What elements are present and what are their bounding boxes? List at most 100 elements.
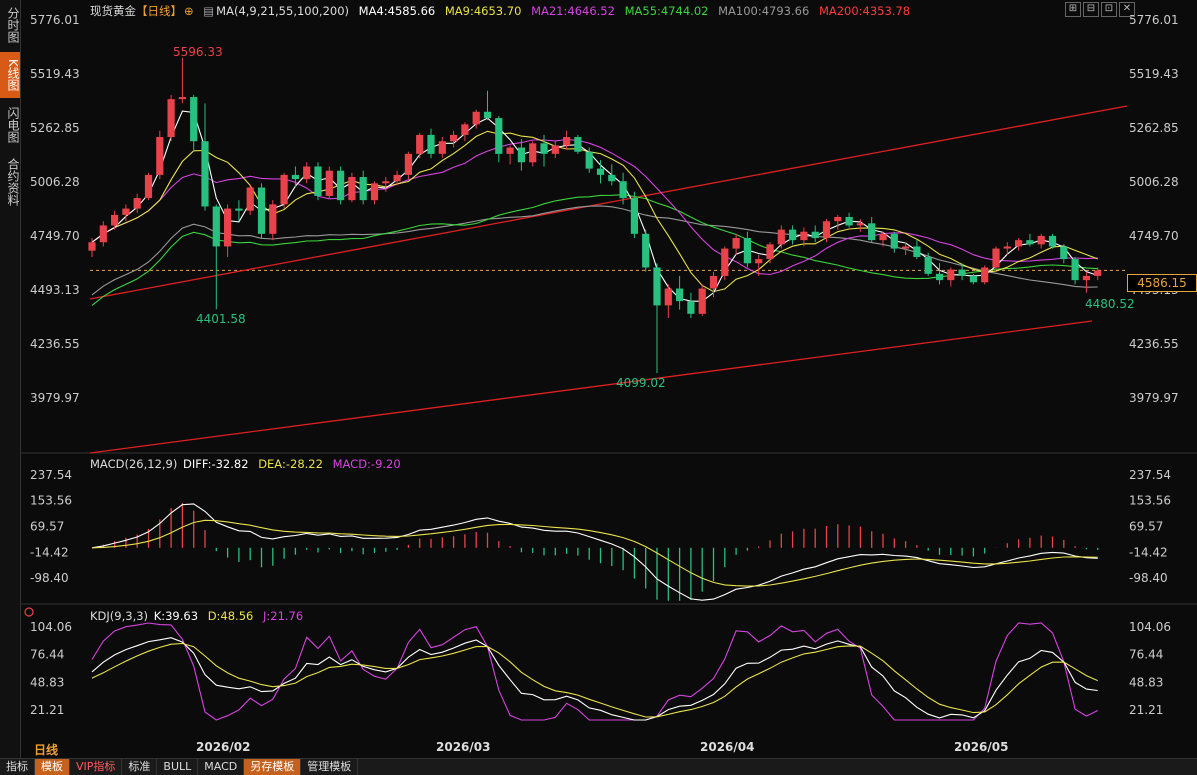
save-template-button[interactable]: 另存模板 (244, 759, 302, 775)
candle-body (721, 248, 729, 276)
candle-body (280, 174, 288, 205)
macd-title: MACD(26,12,9) (90, 457, 178, 471)
candle-body (845, 216, 853, 226)
chart-canvas[interactable]: 5776.01 5776.01 5519.43 5519.43 5262.85 5262.… (20, 0, 1197, 758)
period-label[interactable]: 日线 (34, 743, 59, 757)
candle-body (133, 198, 141, 209)
candle-body (269, 204, 277, 234)
candle-body (879, 233, 887, 241)
kdj-j: J:21.76 (263, 609, 304, 623)
sidebar: 分时图 K线图 闪电图 合约资料 (0, 0, 21, 758)
candle-body (257, 187, 266, 234)
price-axis-left-label: 4749.70 (30, 229, 80, 243)
candle-body (743, 238, 751, 264)
tab-contract-info[interactable]: 合约资料 (6, 158, 20, 206)
candle-body (676, 288, 684, 302)
candle-body (664, 288, 672, 306)
candle-body (416, 134, 424, 154)
candle-body (1003, 246, 1011, 249)
kdj-d-line (91, 642, 1098, 718)
candle-body (201, 141, 209, 207)
candle-body (834, 216, 842, 222)
macd-axis-right-label: 237.54 (1129, 468, 1171, 482)
ma200-value: MA200:4353.78 (818, 4, 911, 18)
ma55-value: MA55:4744.02 (624, 4, 709, 18)
zoom-out-icon[interactable]: ⊟ (1083, 2, 1099, 17)
macd-axis-left-label: -98.40 (30, 571, 69, 585)
candle-body (811, 231, 819, 239)
templates-button[interactable]: 模板 (35, 759, 70, 775)
low-annotation-3: 4480.52 (1085, 297, 1135, 311)
ma21-line (91, 138, 1098, 276)
kdj-axis-right-label: 48.83 (1129, 675, 1163, 689)
candle-body (1060, 246, 1068, 260)
macd-axis-left-label: -14.42 (30, 545, 69, 559)
ma100-line (91, 205, 1098, 296)
candle-body (1037, 235, 1045, 245)
price-axis-left-label: 5519.43 (30, 67, 80, 81)
kdj-j-line (91, 622, 1098, 721)
macd-dea-line (91, 519, 1098, 587)
legend-toggle-icon[interactable]: ▤ (203, 4, 215, 18)
candle-body (88, 242, 96, 251)
candle-body (698, 288, 706, 314)
candle-body (766, 244, 774, 260)
macd-diff-line (91, 503, 1098, 601)
candle-body (359, 177, 367, 201)
candle-body (495, 118, 503, 154)
ma9-line (91, 130, 1098, 293)
instrument-name: 现货黄金 (90, 4, 136, 18)
tab-flash-chart[interactable]: 闪电图 (6, 107, 20, 143)
close-icon[interactable]: ✕ (1119, 2, 1135, 17)
tab-timeshare[interactable]: 分时图 (6, 7, 20, 43)
kdj-axis-left-label: 48.83 (30, 675, 64, 689)
ma55-line (91, 194, 1098, 306)
candle-body (167, 99, 175, 138)
candle-body (144, 174, 153, 199)
macd-value: MACD:-9.20 (332, 457, 401, 471)
candle-body (755, 259, 763, 264)
macd-axis-right-label: -14.42 (1129, 545, 1168, 559)
candle-body (393, 174, 401, 182)
candle-body (608, 174, 616, 182)
kdj-axis-right-label: 21.21 (1129, 703, 1163, 717)
candle-body (427, 134, 435, 154)
manage-templates-button[interactable]: 管理模板 (301, 759, 359, 775)
crosshair-icon[interactable]: ⊞ (1065, 2, 1081, 17)
candle-body (517, 147, 525, 163)
macd-axis-left-label: 237.54 (30, 468, 72, 482)
candle-body (235, 208, 243, 211)
maximize-icon[interactable]: ⊡ (1101, 2, 1117, 17)
settings-icon[interactable]: ⊕ (184, 4, 194, 18)
candle-body (1094, 270, 1102, 276)
macd-axis-right-label: 153.56 (1129, 494, 1171, 508)
indicators-button[interactable]: 指标 (0, 759, 35, 775)
ma-params: MA(4,9,21,55,100,200) (216, 4, 350, 18)
standard-button[interactable]: 标准 (122, 759, 158, 775)
candle-body (619, 181, 627, 199)
vip-indicators-button[interactable]: VIP指标 (70, 759, 123, 775)
price-axis-right-label: 5006.28 (1129, 175, 1179, 189)
kdj-axis-left-label: 104.06 (30, 620, 72, 634)
candle-body (404, 153, 412, 175)
macd-legend: MACD(26,12,9) DIFF:-32.82 DEA:-28.22 MAC… (90, 457, 407, 471)
candle-body (224, 208, 232, 247)
candle-body (99, 225, 107, 243)
macd-button[interactable]: MACD (198, 759, 245, 775)
price-axis-right-label: 3979.97 (1129, 391, 1179, 405)
candle-body (856, 223, 864, 226)
candle-body (969, 275, 977, 283)
kdj-legend: KDJ(9,3,3) K:39.63 D:48.56 J:21.76 (90, 609, 309, 623)
high-annotation: 5596.33 (173, 45, 223, 59)
kdj-d: D:48.56 (207, 609, 254, 623)
tab-kline[interactable]: K线图 (0, 52, 20, 98)
price-axis-left-label: 5006.28 (30, 175, 80, 189)
ma9-value: MA9:4653.70 (444, 4, 522, 18)
price-axis-left-label: 4493.13 (30, 283, 80, 297)
candle-body (156, 137, 164, 175)
candle-body (325, 170, 333, 196)
kdj-axis-right-label: 104.06 (1129, 620, 1171, 634)
candle-body (450, 134, 458, 142)
bull-button[interactable]: BULL (157, 759, 199, 775)
